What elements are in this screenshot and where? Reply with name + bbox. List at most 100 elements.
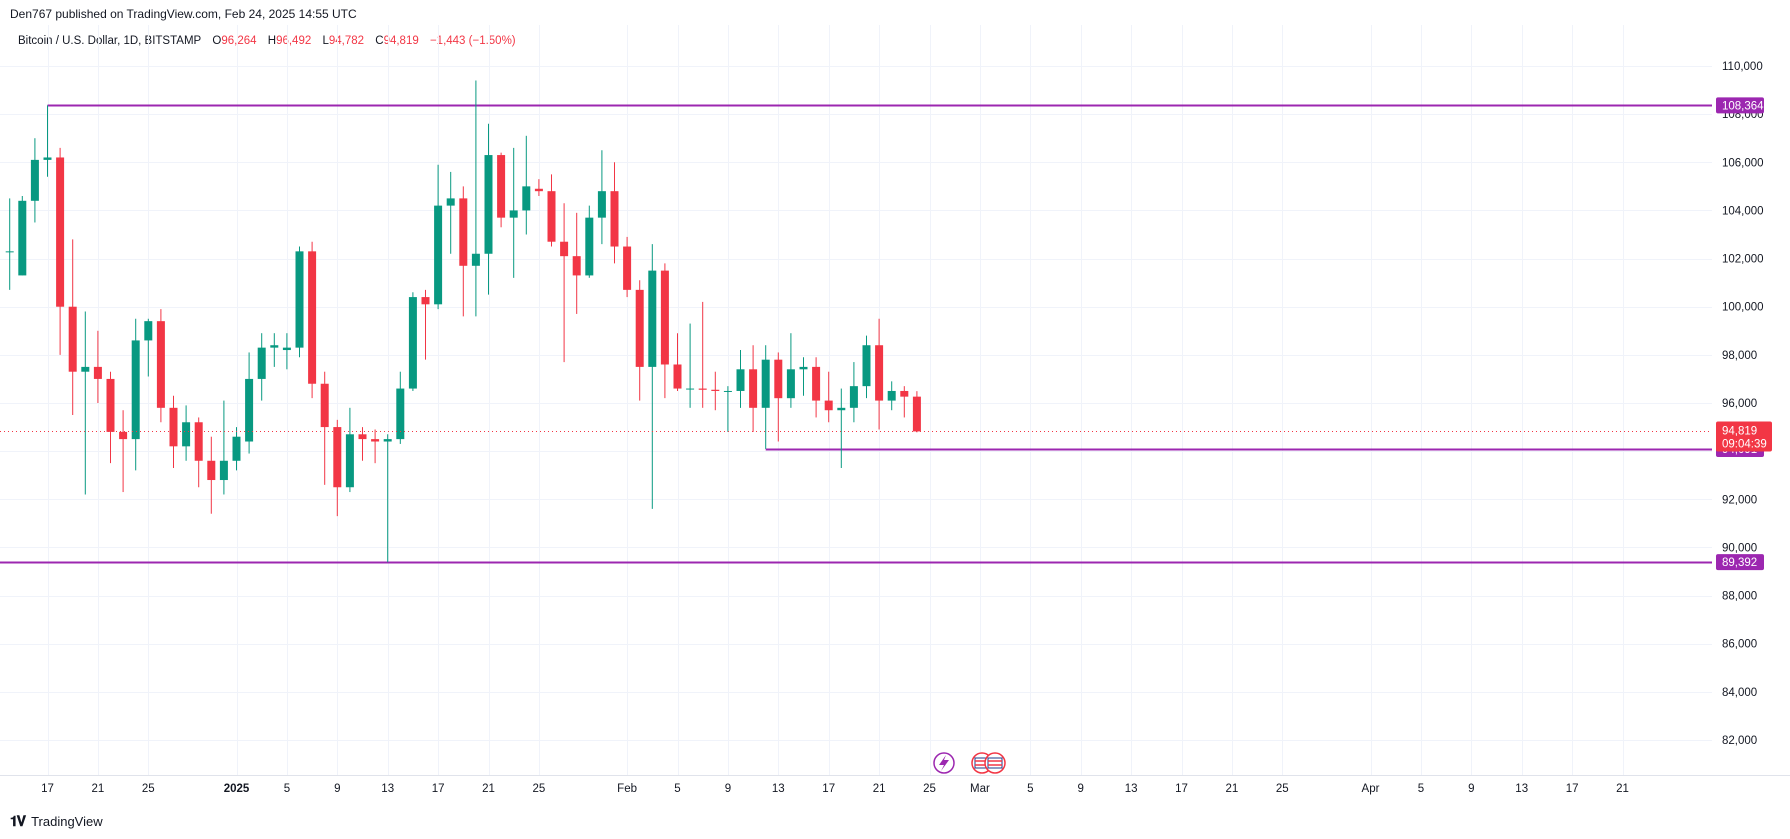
candle [837,388,846,468]
candle [270,333,279,367]
level-price-label: 89,392 [1722,557,1757,569]
candle-body [635,289,644,367]
candle [30,138,39,223]
candle [459,186,468,317]
time-tick-label: 5 [674,783,680,795]
candle-body [711,389,720,391]
candle-body [660,270,669,365]
time-tick-label: 25 [142,783,155,795]
time-tick-label: 17 [1175,783,1188,795]
symbol-legend: Bitcoin / U.S. Dollar, 1D, BITSTAMP O96,… [18,35,516,47]
horizontal-levels [0,104,1712,564]
candle [812,357,821,418]
candle [484,123,493,295]
candle [547,174,556,247]
price-tick-label: 110,000 [1722,61,1763,73]
candle-body [358,434,367,440]
candle-body [497,155,506,218]
time-tick-label: 17 [1566,783,1579,795]
candle-body [131,340,140,440]
time-tick-label: 9 [1077,783,1083,795]
time-tick-label: 25 [1276,783,1289,795]
candle [333,419,342,517]
time-tick-label: 5 [1027,783,1033,795]
level-price-label: 108,364 [1722,100,1764,112]
candle-body [30,159,39,201]
time-tick-label: 17 [41,783,54,795]
time-tick-label: 9 [725,783,731,795]
candle-body [421,297,430,305]
candle [686,323,695,408]
change-value: −1,443 (−1.50%) [429,35,516,47]
candle [257,333,266,401]
candle [887,381,896,411]
candle [282,333,291,370]
price-tick-label: 100,000 [1722,302,1764,314]
low-label: L [322,35,329,47]
price-tick-label: 106,000 [1722,157,1764,169]
candle-body [282,347,291,351]
candle-body [534,188,543,192]
symbol-title: Bitcoin / U.S. Dollar, 1D, BITSTAMP [18,35,202,47]
time-tick-label: Mar [970,783,990,795]
candle [711,371,720,411]
candle-body [837,407,846,411]
high-label: H [267,35,277,47]
candle [849,362,858,423]
time-tick-label: 21 [92,783,105,795]
candle-body [484,155,493,254]
time-tick-label: 25 [533,783,546,795]
candle-body [434,205,443,305]
candle-body [686,388,695,390]
candle [308,241,317,399]
candle-body [610,191,619,247]
candle [93,330,102,403]
price-axis: 82,00084,00086,00088,00090,00092,00094,0… [1716,61,1772,747]
candle [408,292,417,391]
candle [560,203,569,363]
price-tick-label: 90,000 [1722,542,1757,554]
candle [862,335,871,399]
candle-body [623,246,632,290]
candle-body [648,270,657,367]
candle-body [68,306,77,372]
candle [232,427,241,471]
candle-body [245,378,254,442]
candle [68,239,77,416]
time-tick-label: 13 [772,783,785,795]
tradingview-logo-icon: 𝟏𝐕 [10,813,26,829]
candle [106,371,115,464]
candle [219,400,228,495]
candle [585,205,594,278]
candle-body [736,369,745,391]
tradingview-footer[interactable]: 𝟏𝐕 TradingView [10,813,103,830]
price-tick-label: 104,000 [1722,205,1764,217]
candle-body [207,460,216,481]
candle-body [295,251,304,348]
candle [875,318,884,430]
price-chart[interactable]: 82,00084,00086,00088,00090,00092,00094,0… [0,0,1790,805]
candle-body [572,256,581,276]
event-markers [933,752,1006,774]
last-price-badge [1716,421,1772,452]
candle-body [446,198,455,206]
level-price-badge [1716,554,1764,571]
candle-body [408,297,417,389]
candle-body [471,253,480,266]
time-tick-label: 21 [482,783,495,795]
candle-body [459,198,468,266]
price-tick-label: 102,000 [1722,254,1764,266]
candle-body [862,345,871,387]
candle-body [812,366,821,401]
candle [144,318,153,377]
candle [623,236,632,298]
time-tick-label: 2025 [224,783,250,795]
price-tick-label: 98,000 [1722,350,1757,362]
candle-body [824,400,833,411]
candle-body [585,217,594,276]
time-tick-label: 21 [873,783,886,795]
time-tick-label: 13 [381,783,394,795]
lightning-glyph [939,755,949,771]
flag-glyph [987,757,1003,769]
last-price-label: 94,819 [1722,426,1757,438]
